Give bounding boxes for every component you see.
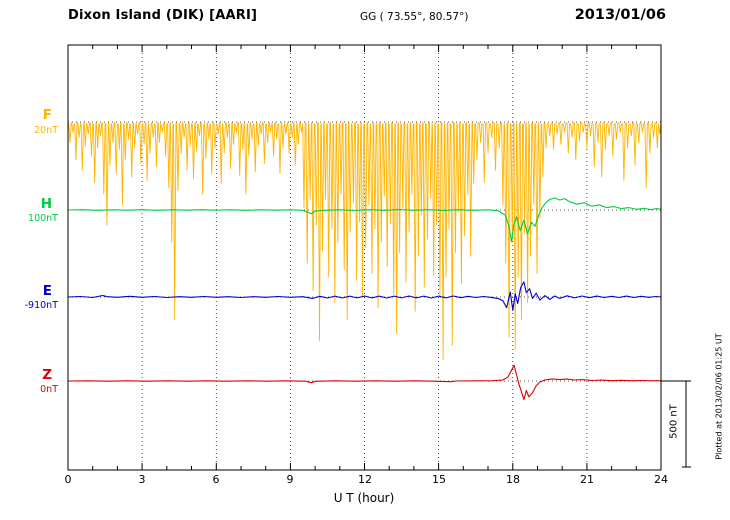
x-tick-18: 18 — [506, 473, 520, 486]
x-tick-3: 3 — [138, 473, 146, 486]
series-label-h: H — [40, 196, 52, 212]
x-axis-title: U T (hour) — [333, 491, 395, 505]
series-baseline-h: 100nT — [28, 213, 58, 224]
x-tick-12: 12 — [358, 473, 372, 486]
series-label-z: Z — [42, 367, 52, 383]
series-baseline-z: 0nT — [40, 384, 58, 395]
series-baseline-f: 20nT — [34, 125, 58, 136]
x-tick-9: 9 — [286, 473, 294, 486]
x-tick-6: 6 — [212, 473, 220, 486]
series-baseline-e: -910nT — [24, 300, 58, 311]
series-label-f: F — [42, 107, 52, 123]
scale-bar-label: 500 nT — [668, 404, 680, 439]
date-label: 2013/01/06 — [574, 7, 666, 23]
station-title: Dixon Island (DIK) [AARI] — [68, 8, 258, 23]
x-tick-15: 15 — [432, 473, 446, 486]
x-tick-24: 24 — [654, 473, 668, 486]
x-tick-0: 0 — [64, 473, 72, 486]
plotted-note: Plotted at 2013/02/06 01:25 UT — [714, 333, 724, 460]
x-tick-21: 21 — [580, 473, 594, 486]
series-label-e: E — [42, 283, 52, 299]
geographic-coords: GG ( 73.55°, 80.57°) — [360, 11, 469, 23]
